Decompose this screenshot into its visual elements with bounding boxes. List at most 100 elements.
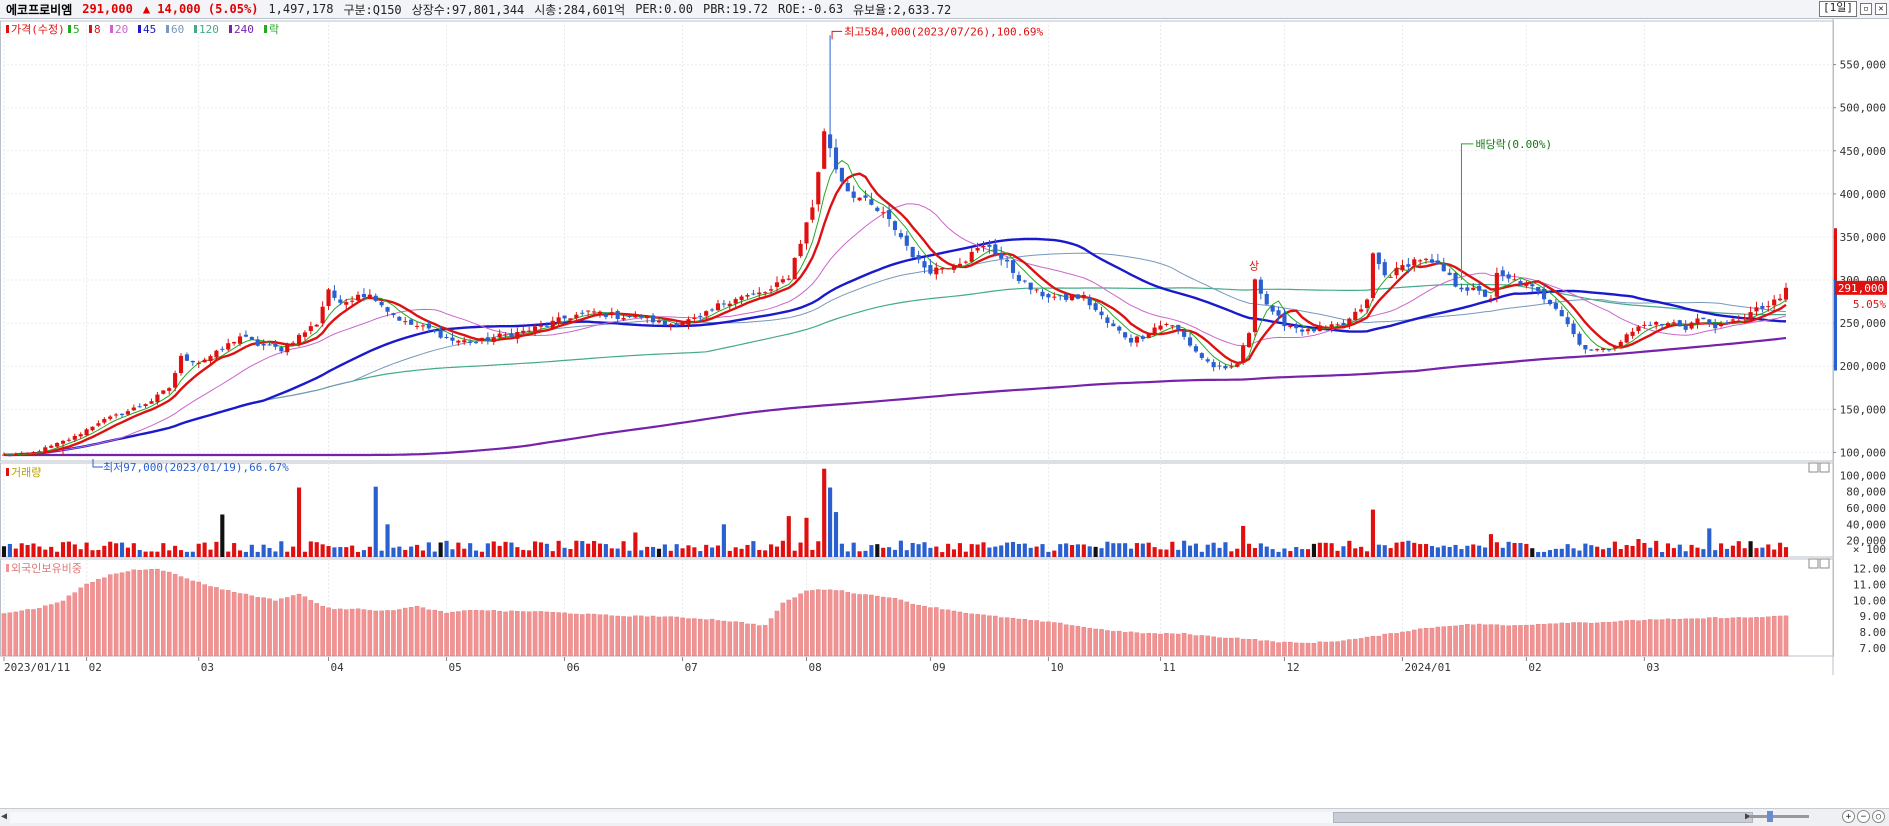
- volume-bar: [1601, 549, 1606, 557]
- candle-body: [1323, 326, 1328, 328]
- zoom-slider-knob[interactable]: [1767, 811, 1773, 822]
- volume-bar: [397, 546, 402, 557]
- volume-bar: [1229, 551, 1234, 557]
- foreign-bar: [361, 609, 367, 657]
- volume-bar: [1618, 549, 1623, 557]
- chart-scrollbar[interactable]: ◀ ▶ + − ○: [0, 808, 1889, 826]
- volume-bar: [1683, 551, 1688, 557]
- zoom-out-icon[interactable]: −: [1857, 810, 1870, 823]
- price-change: ▲ 14,000 (5.05%): [142, 2, 259, 16]
- foreign-tick-label: 9.00: [1860, 610, 1887, 623]
- volume-bar: [1217, 547, 1222, 557]
- candle-body: [450, 337, 455, 341]
- volume-bar: [302, 551, 307, 557]
- volume-bar: [1394, 542, 1399, 557]
- foreign-bar: [1063, 624, 1069, 657]
- candle-body: [1105, 317, 1110, 323]
- candle-body: [19, 452, 24, 455]
- period-selector[interactable]: [1일]: [1819, 1, 1857, 17]
- foreign-bar: [1069, 625, 1075, 657]
- foreign-bar: [332, 609, 337, 657]
- volume-bar: [692, 547, 697, 557]
- candle-body: [167, 388, 172, 391]
- foreign-bar: [780, 602, 786, 657]
- volume-bar: [1624, 545, 1629, 557]
- zoom-reset-icon[interactable]: ○: [1872, 810, 1885, 823]
- candle-body: [544, 325, 549, 327]
- scroll-thumb[interactable]: [1333, 812, 1753, 823]
- foreign-bar: [1181, 632, 1187, 657]
- foreign-bar: [143, 569, 148, 657]
- candle-body: [320, 306, 325, 324]
- candle-body: [1742, 318, 1747, 320]
- volume-bar: [698, 551, 703, 557]
- volume-bar: [1376, 544, 1381, 557]
- ma240-line: [3, 336, 1787, 457]
- candle-body: [1612, 347, 1617, 349]
- foreign-bar: [1046, 621, 1051, 657]
- foreign-bar: [910, 603, 915, 657]
- candle-body: [1158, 325, 1163, 330]
- candle-body: [1288, 325, 1293, 327]
- foreign-bar: [1482, 624, 1488, 657]
- volume-bar: [1211, 542, 1216, 557]
- foreign-bar: [603, 614, 609, 657]
- candle-body: [1453, 272, 1458, 287]
- pane-close-icon: [1819, 558, 1830, 569]
- candle-body: [1778, 298, 1783, 301]
- foreign-bar: [1258, 640, 1264, 657]
- volume-bar: [125, 547, 130, 557]
- foreign-bar: [709, 618, 715, 657]
- volume-bar: [674, 544, 679, 557]
- candle-body: [273, 343, 278, 347]
- zoom-in-icon[interactable]: +: [1842, 810, 1855, 823]
- zoom-slider[interactable]: [1749, 811, 1809, 822]
- scroll-track[interactable]: [10, 812, 1740, 823]
- stock-name[interactable]: 에코프로비엠: [6, 2, 73, 17]
- month-label: 03: [201, 661, 214, 674]
- candle-body: [184, 354, 189, 361]
- volume-bar: [161, 543, 166, 557]
- candle-body: [1412, 259, 1417, 266]
- volume-bar: [603, 544, 608, 557]
- candle-body: [1376, 252, 1381, 264]
- volume-bar: [863, 550, 868, 557]
- candle-body: [515, 331, 520, 339]
- foreign-bar: [243, 593, 249, 657]
- scroll-right-icon[interactable]: ▶: [1745, 811, 1751, 822]
- candle-body: [1182, 331, 1187, 337]
- foreign-bar: [963, 612, 969, 657]
- foreign-bar: [1264, 640, 1270, 657]
- volume-bar: [940, 552, 945, 557]
- candle-body: [851, 191, 856, 198]
- volume-bar: [1689, 544, 1694, 557]
- market-cap: 시총:284,601억: [534, 2, 626, 17]
- stock-chart[interactable]: 100,000150,000200,000250,000300,000350,0…: [0, 19, 1889, 808]
- month-label: 02: [1528, 661, 1541, 674]
- volume-bar: [833, 512, 839, 557]
- candle-body: [1241, 345, 1246, 363]
- foreign-bar: [1305, 642, 1311, 657]
- scroll-left-icon[interactable]: ◀: [1, 811, 8, 822]
- volume-bar: [651, 546, 656, 557]
- legend-label: 락: [269, 23, 279, 36]
- candle-body: [1642, 324, 1647, 326]
- candle-body: [1382, 262, 1387, 276]
- volume-bar: [987, 547, 992, 557]
- foreign-bar: [1494, 624, 1500, 657]
- volume-bar: [1400, 541, 1405, 557]
- volume-bar: [320, 544, 325, 557]
- foreign-bar: [1246, 639, 1252, 657]
- foreign-bar: [1229, 637, 1234, 657]
- volume-tick-label: 80,000: [1846, 486, 1886, 499]
- volume-bar: [1270, 549, 1275, 557]
- foreign-bar: [686, 618, 691, 657]
- candle-body: [816, 172, 821, 205]
- candle-body: [1689, 322, 1694, 329]
- candle-body: [822, 131, 827, 169]
- restore-icon[interactable]: ▫: [1860, 3, 1872, 15]
- close-icon[interactable]: ✕: [1875, 3, 1887, 15]
- volume-bar: [1477, 545, 1482, 557]
- candle-body: [379, 301, 384, 306]
- volume-bar: [763, 550, 768, 557]
